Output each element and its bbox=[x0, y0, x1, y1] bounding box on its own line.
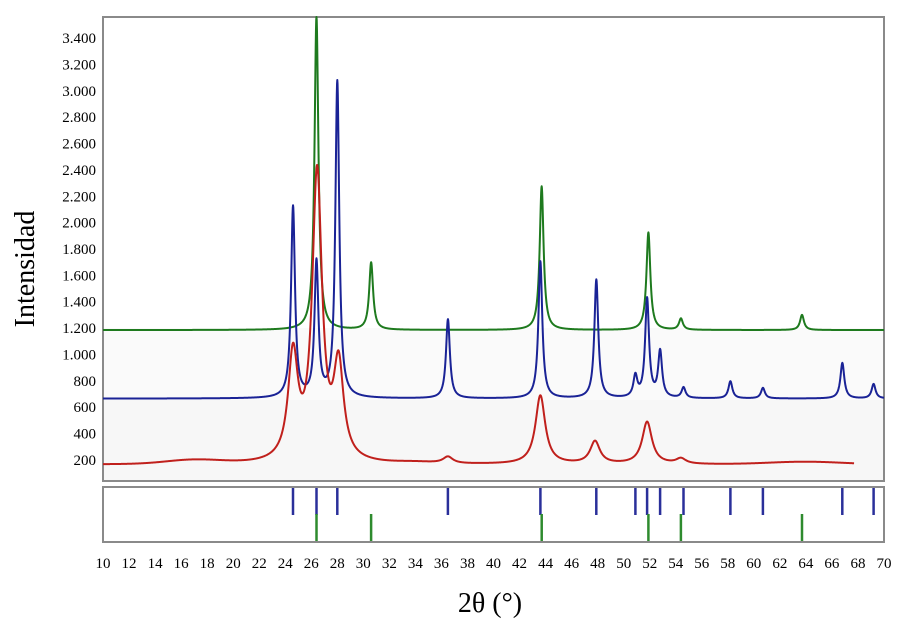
x-tick-label: 12 bbox=[122, 556, 137, 572]
x-tick-label: 50 bbox=[616, 556, 631, 572]
x-tick-label: 70 bbox=[877, 556, 892, 572]
y-axis-title: Intensidad bbox=[10, 211, 41, 328]
x-tick-label: 18 bbox=[200, 556, 215, 572]
x-tick-label: 14 bbox=[148, 556, 164, 572]
x-tick-label: 40 bbox=[486, 556, 501, 572]
plot-shade-band-lower bbox=[104, 400, 883, 480]
x-tick-label: 26 bbox=[304, 556, 320, 572]
x-tick-label: 24 bbox=[278, 556, 294, 572]
x-tick-label: 60 bbox=[746, 556, 761, 572]
y-tick-label: 3.400 bbox=[62, 31, 96, 47]
y-tick-label: 2.400 bbox=[62, 163, 96, 179]
y-tick-label: 2.600 bbox=[62, 137, 96, 153]
reference-markers bbox=[291, 488, 875, 541]
y-tick-label: 1.600 bbox=[62, 268, 96, 284]
y-tick-label: 3.200 bbox=[62, 58, 96, 74]
y-tick-label: 1.400 bbox=[62, 295, 96, 311]
y-tick-label: 1.000 bbox=[62, 348, 96, 364]
x-tick-label: 42 bbox=[512, 556, 527, 572]
x-tick-label: 68 bbox=[851, 556, 866, 572]
y-tick-label: 2.000 bbox=[62, 216, 96, 232]
x-tick-label: 64 bbox=[798, 556, 814, 572]
y-tick-label: 3.000 bbox=[62, 84, 96, 100]
series-line-3 bbox=[102, 164, 855, 466]
x-tick-label: 28 bbox=[330, 556, 345, 572]
x-tick-label: 34 bbox=[408, 556, 424, 572]
reference-panel bbox=[102, 486, 885, 543]
y-tick-label: 1.800 bbox=[62, 242, 96, 258]
x-tick-label: 16 bbox=[174, 556, 190, 572]
y-tick-label: 2.800 bbox=[62, 110, 96, 126]
x-tick-label: 10 bbox=[96, 556, 111, 572]
x-tick-label: 32 bbox=[382, 556, 397, 572]
x-tick-label: 30 bbox=[356, 556, 371, 572]
x-tick-label: 52 bbox=[642, 556, 657, 572]
y-tick-label: 1.200 bbox=[62, 321, 96, 337]
series-line-2 bbox=[102, 78, 885, 400]
series-layer bbox=[102, 16, 885, 466]
x-tick-labels: 10 12 14 16 18 20 22 24 26 28 30 32 34 36 38 40 42 44 46 48… bbox=[96, 556, 892, 572]
y-tick-labels: 200 400 600 800 1.000 1.200 1.400 1.600 1.800 2.0… bbox=[62, 31, 96, 469]
x-tick-label: 44 bbox=[538, 556, 554, 572]
x-tick-label: 22 bbox=[252, 556, 267, 572]
y-tick-label: 600 bbox=[74, 400, 97, 416]
y-tick-label: 200 bbox=[74, 453, 97, 469]
x-tick-label: 54 bbox=[668, 556, 684, 572]
x-tick-label: 56 bbox=[694, 556, 710, 572]
x-tick-label: 38 bbox=[460, 556, 475, 572]
x-tick-label: 66 bbox=[824, 556, 840, 572]
y-tick-label: 800 bbox=[74, 374, 97, 390]
x-tick-label: 36 bbox=[434, 556, 450, 572]
y-tick-label: 400 bbox=[74, 427, 97, 443]
series-line-1 bbox=[102, 16, 885, 332]
x-tick-label: 46 bbox=[564, 556, 580, 572]
x-tick-label: 62 bbox=[772, 556, 787, 572]
x-axis-title: 2θ (°) bbox=[458, 588, 522, 619]
x-tick-label: 20 bbox=[226, 556, 241, 572]
y-tick-label: 2.200 bbox=[62, 189, 96, 205]
x-tick-label: 58 bbox=[720, 556, 735, 572]
x-tick-label: 48 bbox=[590, 556, 605, 572]
